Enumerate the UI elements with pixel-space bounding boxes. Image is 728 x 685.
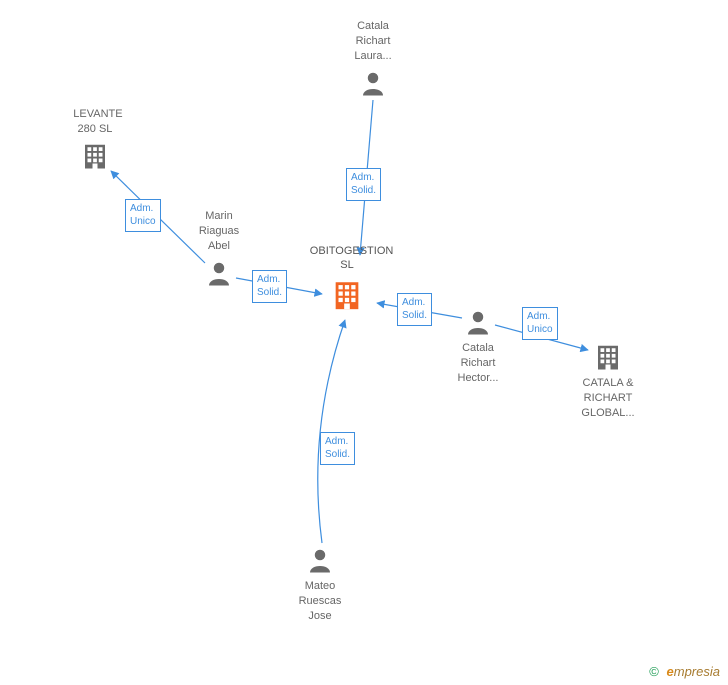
company-icon-levante[interactable] (80, 141, 110, 171)
company-icon-obitogestion[interactable] (330, 278, 364, 312)
brand-name: empresia (667, 664, 720, 679)
edge-label: Adm. Solid. (397, 293, 432, 326)
node-label-levante: LEVANTE 280 SL (73, 107, 116, 137)
person-icon-catala_laura[interactable] (358, 68, 388, 98)
node-label-catala_laura: Catala Richart Laura... (348, 19, 398, 64)
node-label-marin_abel: Marin Riaguas Abel (197, 209, 240, 254)
watermark: © empresia (649, 664, 720, 679)
edge-label: Adm. Solid. (320, 432, 355, 465)
edge-label: Adm. Unico (125, 199, 161, 232)
company-icon-catala_global[interactable] (593, 342, 623, 372)
edge-label: Adm. Unico (522, 307, 558, 340)
node-label-mateo_jose: Mateo Ruescas Jose (298, 579, 341, 624)
edge-label: Adm. Solid. (346, 168, 381, 201)
node-label-obitogestion: OBITOGESTION SL (310, 244, 384, 273)
node-label-catala_hector: Catala Richart Hector... (450, 341, 506, 386)
node-label-catala_global: CATALA & RICHART GLOBAL... (580, 376, 636, 421)
copyright-symbol: © (649, 664, 659, 679)
person-icon-marin_abel[interactable] (204, 258, 234, 288)
edge-label: Adm. Solid. (252, 270, 287, 303)
person-icon-mateo_jose[interactable] (305, 545, 335, 575)
person-icon-catala_hector[interactable] (463, 307, 493, 337)
